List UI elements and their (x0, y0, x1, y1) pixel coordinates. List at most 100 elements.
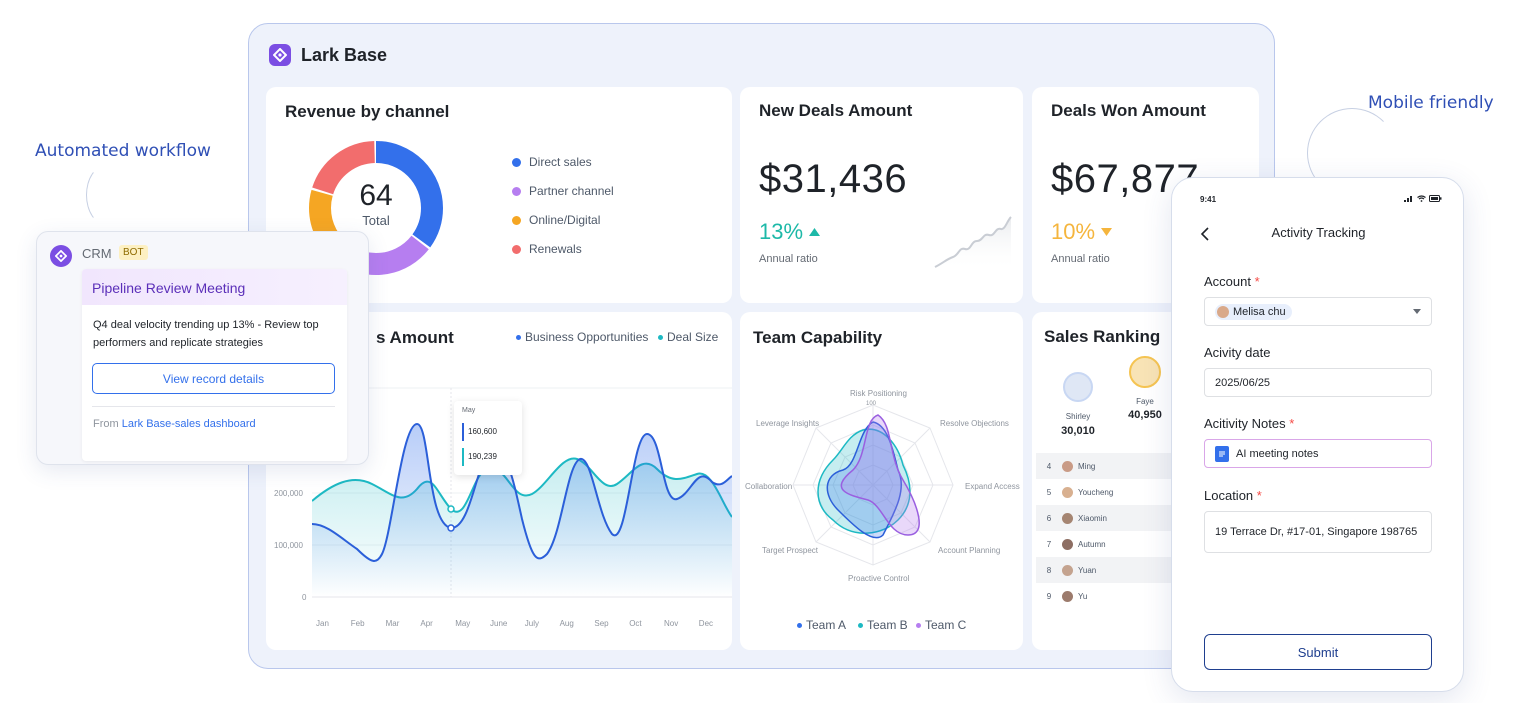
team-legend-a: Team A (797, 618, 846, 632)
tooltip-value-1: 160,600 (462, 423, 497, 441)
signal-icon (1404, 196, 1412, 202)
team-legend-c: Team C (916, 618, 966, 632)
legend-item-renewals: Renewals (512, 242, 582, 256)
donut-segment-direct-sales (309, 141, 443, 275)
ranking-row: 8 Yuan (1036, 557, 1171, 583)
rank-name: Autumn (1078, 539, 1106, 549)
legend-dot (916, 622, 921, 628)
avatar (1062, 460, 1073, 472)
legend-dot (512, 244, 521, 254)
sales-amount-title: s Amount (376, 328, 454, 347)
donut-center-label: Total (362, 213, 390, 228)
document-icon (1215, 445, 1229, 462)
donut-center-value: 64 (359, 179, 393, 212)
wifi-icon (1417, 195, 1426, 202)
radar-axis-label: Expand Access (965, 482, 1020, 491)
radar-team-b (817, 428, 911, 534)
ranking-row: 5 Youcheng (1036, 479, 1171, 505)
sales-line-chart (312, 387, 732, 598)
donut-segment-partner-channel (309, 141, 443, 275)
radar-axis-label: Target Prospect (762, 546, 819, 555)
avatar (1062, 590, 1073, 602)
back-chevron-icon[interactable] (1200, 227, 1210, 241)
radar-axis-label: Proactive Control (848, 574, 910, 583)
donut-segment-online-digital (309, 141, 443, 275)
notes-field[interactable]: AI meeting notes (1204, 439, 1432, 468)
location-label: Location * (1204, 488, 1262, 503)
team-legend-b: Team B (858, 618, 908, 632)
crm-message-body: Q4 deal velocity trending up 13% - Revie… (93, 319, 319, 349)
rank-index: 6 (1046, 513, 1052, 523)
crm-message-card: Pipeline Review Meeting Q4 deal velocity… (82, 269, 347, 461)
sales-legend-deal-size: Deal Size (658, 330, 718, 344)
submit-button[interactable]: Submit (1204, 634, 1432, 670)
x-tick: May (455, 619, 471, 628)
new-deals-title: New Deals Amount (759, 101, 913, 120)
new-deals-sparkline (934, 216, 1012, 271)
legend-dot (858, 622, 863, 628)
avatar (1062, 512, 1073, 524)
radar-chart (792, 404, 954, 566)
avatar (1062, 486, 1073, 498)
radar-axis-label: Leverage Insights (756, 419, 820, 428)
avatar (1217, 305, 1229, 318)
avatar (1063, 372, 1093, 402)
date-field[interactable]: 2025/06/25 (1204, 368, 1432, 397)
y-tick: 100,000 (274, 541, 303, 550)
rank-top-value: 30,010 (1061, 425, 1095, 437)
crm-message-header: Pipeline Review Meeting (82, 269, 347, 305)
rank-index: 7 (1046, 539, 1052, 549)
new-deals-card: New Deals Amount $31,436 13% Annual rati… (740, 87, 1023, 303)
view-record-details-button[interactable]: View record details (92, 363, 335, 394)
crm-bot-avatar-icon (50, 245, 72, 267)
notes-label: Acitivity Notes * (1204, 416, 1295, 431)
rank-index: 4 (1046, 461, 1052, 471)
y-tick: 0 (302, 593, 307, 602)
page-title: Activity Tracking (1271, 225, 1366, 240)
status-icons (1404, 195, 1442, 202)
crm-bot-name: CRM (82, 246, 112, 261)
chevron-down-icon (1413, 309, 1421, 314)
avatar (1129, 356, 1161, 388)
x-tick: Apr (420, 619, 433, 628)
x-tick: Feb (350, 619, 365, 628)
trend-down-icon (1101, 228, 1113, 236)
automated-workflow-label: Automated workflow (35, 141, 211, 161)
deals-won-title: Deals Won Amount (1051, 101, 1206, 120)
bot-badge: BOT (119, 245, 148, 260)
account-select[interactable]: Melisa chu (1204, 297, 1432, 326)
revenue-title: Revenue by channel (285, 102, 450, 121)
ranking-row: 4 Ming (1036, 453, 1171, 479)
legend-item-partner-channel: Partner channel (512, 184, 614, 198)
crm-message-title: Pipeline Review Meeting (92, 280, 246, 296)
mobile-form: 9:41 Activity Tracking Account * Melisa … (1171, 177, 1464, 692)
legend-item-online-digital: Online/Digital (512, 213, 600, 227)
divider (92, 406, 335, 407)
legend-dot (658, 334, 663, 340)
x-tick: Aug (559, 619, 574, 628)
ranking-row: 6 Xiaomin (1036, 505, 1171, 531)
x-tick: July (524, 619, 540, 628)
source-link[interactable]: Lark Base-sales dashboard (121, 418, 256, 430)
location-field[interactable]: 19 Terrace Dr, #17-01, Singapore 198765 (1204, 511, 1432, 553)
rank-name: Yuan (1078, 565, 1097, 575)
radar-axis-label: Collaboration (745, 482, 793, 491)
deals-won-ratio-label: Annual ratio (1051, 253, 1110, 265)
status-time: 9:41 (1200, 195, 1217, 204)
user-chip: Melisa chu (1215, 303, 1292, 320)
radar-axis-label: Resolve Objections (940, 419, 1009, 428)
crm-message-footer: From Lark Base-sales dashboard (93, 418, 256, 430)
legend-dot (512, 186, 521, 196)
donut-segments (309, 141, 443, 275)
rank-name: Ming (1078, 461, 1096, 471)
deals-won-ratio: 10% (1051, 219, 1113, 245)
x-tick: Jan (316, 619, 329, 628)
rank-top-name: Faye (1136, 397, 1154, 406)
rank-index: 9 (1046, 591, 1052, 601)
avatar (1062, 538, 1073, 550)
new-deals-ratio: 13% (759, 219, 821, 245)
rank-name: Xiaomin (1078, 513, 1107, 523)
new-deals-value: $31,436 (759, 157, 908, 201)
rank-top-value: 40,950 (1128, 409, 1162, 421)
avatar (1062, 564, 1073, 576)
